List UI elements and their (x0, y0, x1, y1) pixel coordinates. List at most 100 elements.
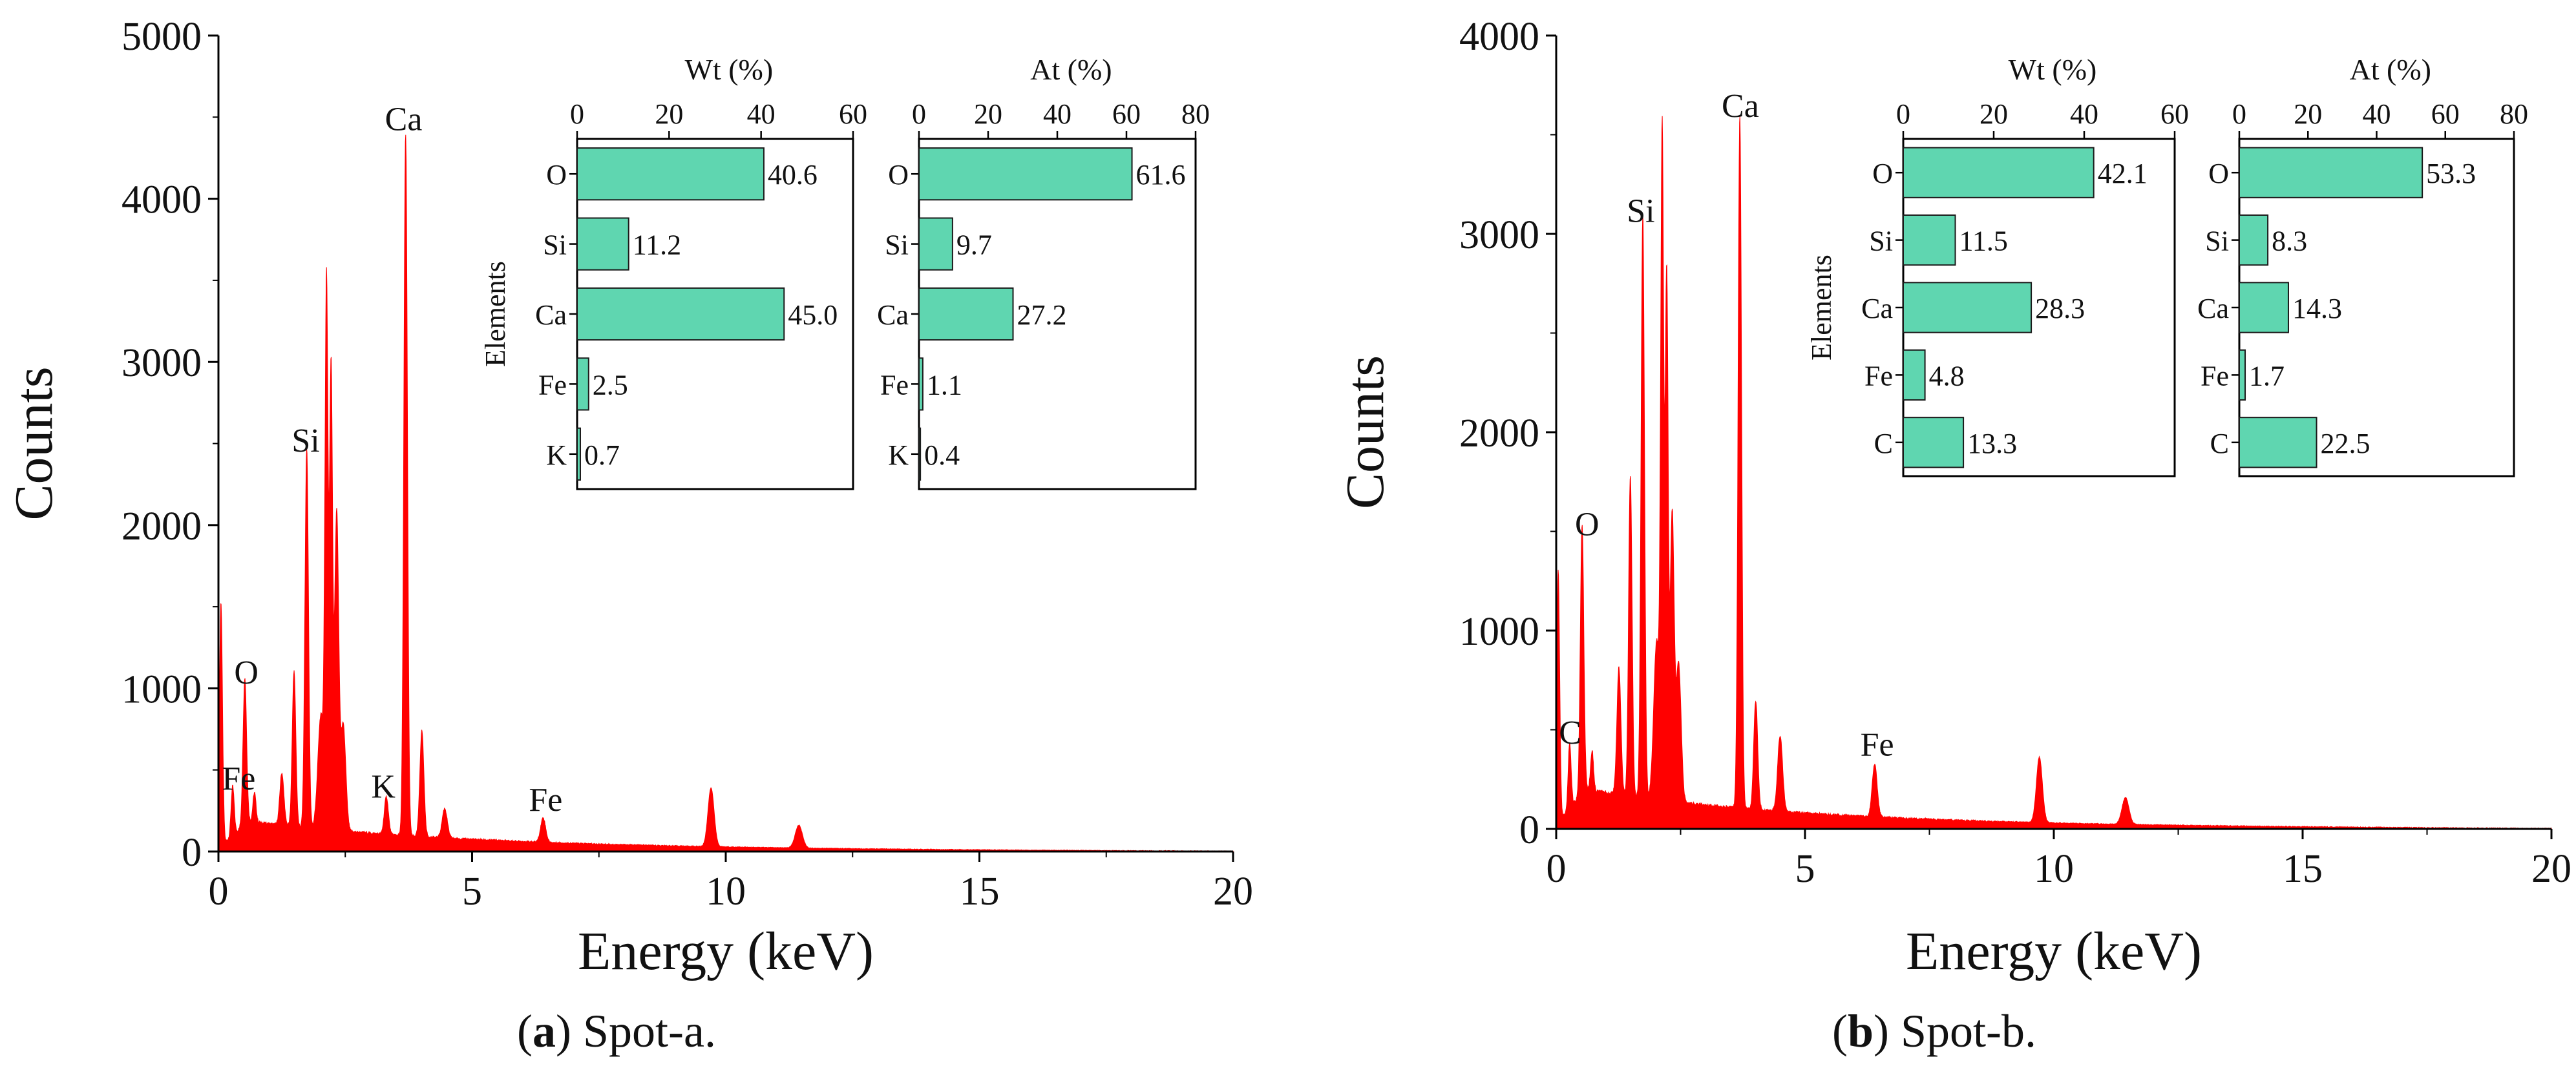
inset-x-tick-label: 20 (974, 98, 1002, 130)
peak-label: Fe (1861, 726, 1894, 763)
inset-bar-value: 61.6 (1136, 159, 1186, 191)
peak-label: O (234, 654, 259, 691)
y-tick-label: 1000 (121, 667, 202, 711)
inset-category-label: O (1872, 158, 1893, 189)
inset-x-tick-label: 0 (912, 98, 926, 130)
inset-x-tick-label: 0 (1896, 98, 1910, 130)
inset-category-label: K (546, 439, 567, 471)
y-axis-label: Counts (4, 366, 64, 520)
inset-category-label: Fe (2201, 360, 2229, 392)
inset-bar (918, 427, 922, 481)
x-tick-label: 20 (1213, 870, 1253, 914)
inset-category-label: C (1874, 428, 1893, 459)
inset-x-tick-label: 60 (839, 98, 867, 130)
inset-bar-value: 13.3 (1967, 428, 2017, 459)
inset-bar-value: 4.8 (1929, 360, 1965, 392)
inset-bar (1903, 349, 1926, 401)
x-tick-label: 15 (2283, 847, 2323, 891)
inset-category-label: Ca (877, 299, 909, 331)
inset-x-tick-label: 40 (2070, 98, 2098, 130)
inset-category-label: O (546, 159, 567, 191)
peak-label: C (1559, 715, 1581, 751)
inset-bar-value: 1.1 (927, 369, 962, 401)
inset-bar-value: 27.2 (1017, 299, 1067, 331)
y-tick-label: 3000 (1459, 213, 1539, 257)
inset-category-label: Ca (2197, 293, 2229, 324)
x-tick-label: 5 (1795, 847, 1815, 891)
y-tick-label: 2000 (1459, 412, 1539, 455)
y-tick-label: 0 (1519, 808, 1539, 852)
x-axis-label: Energy (keV) (578, 921, 874, 981)
inset-bar (2239, 417, 2317, 468)
inset-bar (2239, 214, 2269, 266)
peak-label: Fe (529, 782, 562, 819)
peak-label: Fe (222, 760, 255, 797)
inset-bar-value: 0.7 (584, 439, 620, 471)
inset-at-chart: At (%) 0 20 40 60 80 O 61.6 Si 9.7 Ca 27.2 Fe 1.1 K 0.4 (877, 53, 1210, 490)
y-tick-label: 4000 (1459, 15, 1539, 59)
x-tick-label: 0 (1547, 847, 1567, 891)
inset-wt-chart: Wt (%) 0 20 40 60 O 42.1 Si 11.5 Ca 28.3 Fe 4.8 C 13.3… (1806, 53, 2189, 477)
x-tick-label: 0 (209, 870, 229, 914)
inset-category-label: Si (885, 229, 909, 261)
inset-category-label: K (888, 439, 909, 471)
inset-bar-value: 9.7 (956, 229, 992, 261)
inset-y-axis-label: Elements (480, 261, 511, 367)
inset-x-tick-label: 60 (2431, 98, 2460, 130)
inset-bar-value: 22.5 (2321, 428, 2370, 459)
x-tick-label: 10 (706, 870, 746, 914)
inset-bar-value: 2.5 (593, 369, 628, 401)
inset-bar (918, 357, 924, 411)
inset-x-tick-label: 20 (655, 98, 683, 130)
inset-x-tick-label: 80 (1181, 98, 1210, 130)
inset-title: At (%) (2350, 53, 2431, 86)
inset-bar-value: 28.3 (2035, 293, 2085, 324)
y-tick-label: 0 (182, 831, 202, 875)
inset-title: Wt (%) (2009, 53, 2097, 86)
inset-bar (918, 217, 953, 271)
inset-bar (2239, 349, 2246, 401)
inset-bar (2239, 282, 2289, 333)
inset-bar (576, 357, 589, 411)
y-axis-label: Counts (1335, 355, 1395, 509)
y-tick-label: 3000 (121, 341, 202, 385)
peak-label: O (1575, 507, 1599, 543)
x-tick-label: 10 (2034, 847, 2074, 891)
inset-category-label: Ca (535, 299, 567, 331)
inset-bar (918, 287, 1014, 341)
inset-category-label: O (2208, 158, 2229, 189)
x-axis-label: Energy (keV) (1906, 921, 2202, 981)
inset-x-tick-label: 60 (1112, 98, 1141, 130)
inset-bar (576, 287, 785, 341)
inset-x-tick-label: 20 (1980, 98, 2008, 130)
inset-bar (1903, 282, 2032, 333)
inset-x-tick-label: 0 (570, 98, 584, 130)
peak-label: Si (291, 423, 319, 459)
caption-b: (b) Spot-b. (1832, 1005, 2037, 1057)
inset-bar (918, 147, 1133, 201)
inset-category-label: Fe (538, 369, 567, 401)
inset-category-label: Fe (880, 369, 909, 401)
inset-bar (576, 427, 581, 481)
inset-bar (1903, 147, 2095, 198)
inset-x-tick-label: 40 (747, 98, 776, 130)
inset-x-tick-label: 0 (2232, 98, 2246, 130)
inset-x-tick-label: 40 (2363, 98, 2391, 130)
x-tick-label: 20 (2531, 847, 2571, 891)
inset-bar (576, 147, 765, 201)
inset-wt-chart: Wt (%) 0 20 40 60 O 40.6 Si 11.2 Ca 45.0 Fe 2.5 K 0.7 E… (480, 53, 867, 490)
y-tick-label: 4000 (121, 178, 202, 222)
inset-x-tick-label: 20 (2294, 98, 2322, 130)
caption-a: (a) Spot-a. (517, 1005, 716, 1057)
peak-label: K (371, 769, 396, 806)
inset-bar-value: 14.3 (2292, 293, 2342, 324)
y-tick-label: 2000 (121, 505, 202, 549)
inset-title: At (%) (1030, 53, 1112, 86)
inset-bar-value: 45.0 (788, 299, 838, 331)
peak-label: Ca (1722, 88, 1759, 125)
inset-bar-value: 11.5 (1959, 225, 2008, 257)
inset-category-label: Si (1869, 225, 1893, 257)
inset-bar-value: 8.3 (2272, 225, 2307, 257)
